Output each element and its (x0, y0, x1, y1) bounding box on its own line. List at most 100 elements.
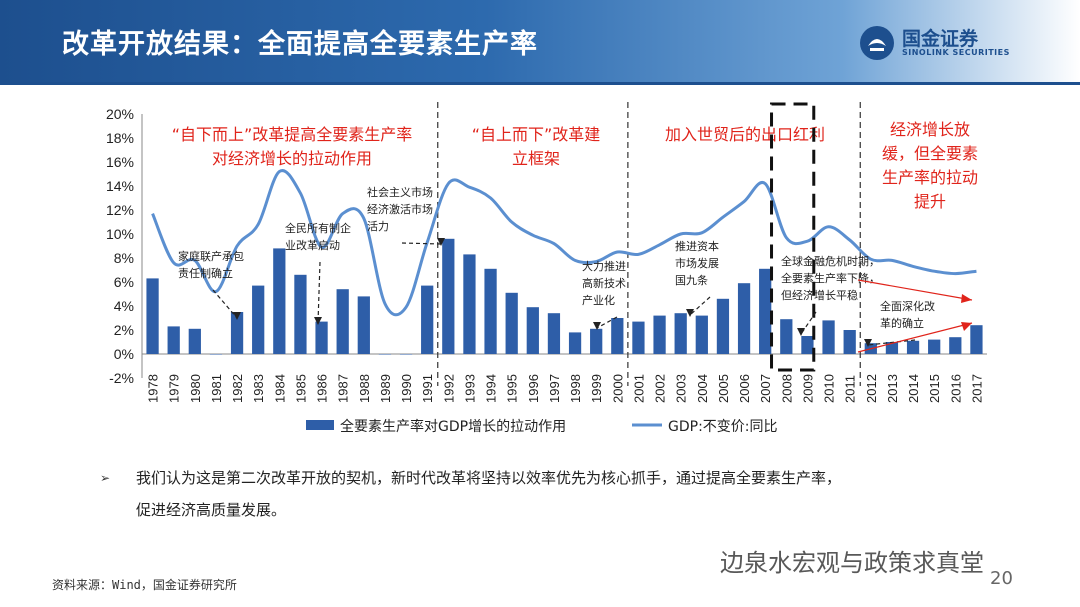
y-tick-label: -2% (109, 370, 134, 386)
x-tick-label: 1983 (251, 374, 266, 403)
bar-1991 (421, 285, 434, 354)
y-tick-label: 12% (106, 202, 134, 218)
bar-1978 (146, 278, 159, 354)
x-tick-label: 1993 (462, 374, 477, 403)
x-tick-label: 1995 (505, 374, 520, 403)
annotation-1: 家庭联产承包 (178, 249, 244, 263)
x-tick-label: 1979 (167, 374, 182, 403)
bar-2007 (759, 268, 772, 354)
x-tick-label: 2013 (885, 374, 900, 403)
annotation-4: 高新技术 (582, 276, 626, 290)
x-tick-label: 2015 (927, 374, 942, 403)
source-text: 资料来源：Wind，国金证券研究所 (52, 578, 237, 592)
annotation-arrowhead (233, 312, 241, 320)
legend-bar-swatch (306, 420, 334, 430)
period-label-3: 加入世贸后的出口红利 (665, 125, 825, 144)
legend-line-label: GDP:不变价:同比 (668, 419, 778, 435)
period-label-2: “自上而下”改革建 (472, 125, 601, 144)
period-label-4: 提升 (914, 192, 946, 211)
x-tick-label: 1980 (188, 374, 203, 403)
bar-1983 (252, 285, 265, 354)
annotation-arrowhead (864, 339, 872, 347)
bar-1984 (273, 248, 286, 354)
x-tick-label: 2010 (822, 374, 837, 403)
bar-1980 (188, 328, 201, 354)
conclusion-note: ➢ 我们认为这是第二次改革开放的契机，新时代改革将坚持以效率优先为核心抓手，通过… (100, 462, 1040, 526)
bar-2008 (780, 319, 793, 354)
x-tick-label: 2006 (737, 374, 752, 403)
x-tick-label: 1978 (146, 374, 161, 403)
x-tick-label: 1986 (315, 374, 330, 403)
bar-2001 (632, 321, 645, 354)
annotation-6: 全球金融危机时期， (781, 254, 880, 268)
x-tick-label: 2008 (779, 374, 794, 403)
header-banner: 改革开放结果：全面提高全要素生产率 国金证券 SINOLINK SECURITI… (0, 0, 1080, 82)
bar-2005 (716, 298, 730, 354)
annotation-5: 推进资本 (675, 239, 719, 253)
bar-2009 (801, 336, 814, 354)
wechat-watermark: 边泉水宏观与政策求真堂 (720, 549, 984, 577)
y-tick-label: 6% (114, 274, 134, 290)
annotation-3: 经济激活市场 (367, 202, 433, 216)
bar-1999 (590, 328, 603, 354)
x-tick-label: 2011 (843, 375, 858, 403)
y-tick-label: 4% (114, 298, 134, 314)
legend-bar-label: 全要素生产率对GDP增长的拉动作用 (340, 418, 566, 435)
bar-2015 (928, 339, 941, 354)
x-tick-label: 1994 (484, 374, 499, 403)
note-line-1: 我们认为这是第二次改革开放的契机，新时代改革将坚持以效率优先为核心抓手，通过提高… (136, 469, 842, 487)
x-tick-label: 1985 (293, 374, 308, 403)
annotation-5: 国九条 (675, 273, 708, 287)
bar-2013 (885, 342, 899, 354)
x-tick-label: 2017 (969, 374, 984, 403)
x-tick-label: 2000 (610, 374, 625, 403)
bar-1989 (378, 354, 392, 355)
y-tick-label: 14% (106, 178, 134, 194)
bar-1996 (526, 307, 539, 354)
bar-1979 (167, 326, 180, 354)
x-tick-label: 1981 (209, 374, 224, 403)
annotation-pointer (596, 316, 618, 329)
bar-2006 (737, 283, 751, 354)
note-line-2: 促进经济高质量发展。 (136, 501, 287, 519)
x-tick-label: 1996 (526, 374, 541, 403)
x-tick-label: 1984 (272, 374, 287, 403)
bar-2014 (906, 340, 920, 354)
bar-1992 (442, 238, 455, 354)
x-tick-label: 1989 (378, 374, 393, 403)
x-tick-label: 1987 (336, 374, 351, 403)
trend-arrowhead-down (961, 294, 972, 303)
x-tick-label: 2016 (948, 374, 963, 403)
x-tick-label: 1992 (441, 374, 456, 403)
y-tick-label: 16% (106, 154, 134, 170)
x-tick-label: 1999 (589, 374, 604, 403)
bar-2010 (822, 320, 835, 354)
annotation-arrowhead (797, 328, 805, 336)
bar-2011 (843, 330, 856, 354)
bar-1994 (484, 268, 497, 354)
logo-name: 国金证券 (902, 28, 979, 50)
annotation-pointer (689, 296, 711, 316)
bar-1990 (399, 354, 413, 355)
x-tick-label: 2003 (674, 374, 689, 403)
x-tick-label: 1988 (357, 374, 372, 403)
annotation-2: 全民所有制企 (285, 221, 351, 235)
annotation-3: 社会主义市场 (367, 185, 433, 199)
y-tick-label: 10% (106, 226, 134, 242)
x-tick-label: 1982 (230, 374, 245, 403)
period-label-4: 经济增长放 (890, 120, 970, 139)
annotation-pointer (401, 242, 442, 245)
x-tick-label: 2007 (758, 374, 773, 403)
bar-1998 (568, 332, 582, 354)
annotation-7: 革的确立 (880, 316, 924, 330)
bar-1985 (294, 274, 307, 354)
bar-2016 (949, 337, 962, 354)
trend-arrow-up (857, 322, 973, 353)
bar-2017 (970, 325, 983, 354)
annotation-pointer (867, 339, 916, 346)
header-divider (0, 82, 1080, 85)
x-tick-label: 2014 (906, 374, 921, 403)
period-label-4: 生产率的拉动 (882, 168, 978, 187)
bar-1997 (547, 313, 561, 354)
annotation-arrowhead (437, 238, 445, 246)
